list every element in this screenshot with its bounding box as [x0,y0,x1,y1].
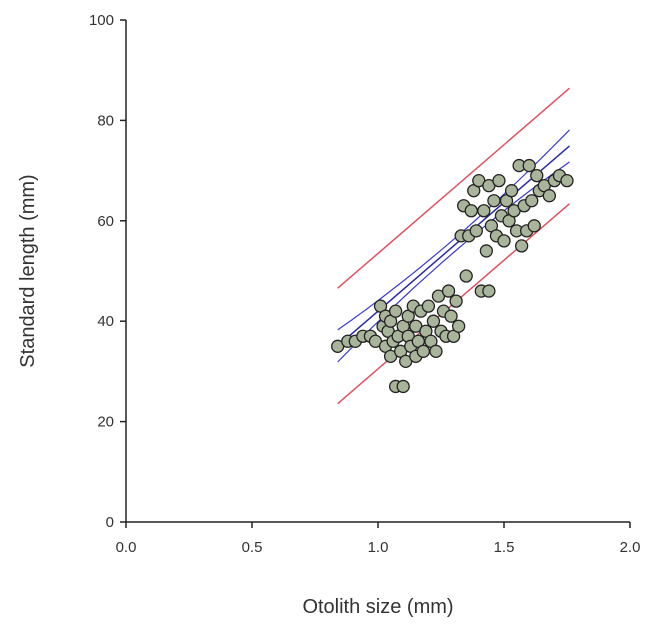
data-point [441,284,456,298]
data-point [464,204,478,218]
data-point [451,319,466,333]
data-point [492,173,506,188]
data-point [469,224,483,238]
bands [337,87,571,405]
data-point [487,194,501,208]
lower-confidence-line [337,161,570,363]
y-axis-title: Standard length (mm) [17,174,39,367]
x-tick-label: 1.0 [368,539,389,556]
data-point [477,204,491,218]
data-point [527,219,541,233]
data-point [479,244,494,258]
data-point [429,344,443,358]
x-tick-label: 2.0 [620,539,641,556]
data-point [514,239,529,253]
data-point [388,304,403,318]
y-tick-label: 60 [97,213,114,230]
data-point [396,379,410,394]
data-point [497,234,511,248]
y-tick-label: 0 [106,514,114,531]
data-point [525,194,539,208]
x-axis-title: Otolith size (mm) [302,596,453,618]
data-point [542,189,557,203]
data-point [560,173,574,188]
y-tick-label: 100 [89,12,114,29]
data-point [530,168,544,183]
data-point [482,284,496,298]
y-tick-label: 80 [97,112,114,129]
y-tick-label: 20 [97,414,114,431]
upper-prediction-line [337,87,571,289]
x-tick-label: 0.5 [242,539,263,556]
data-point [426,314,441,328]
regression-line [337,145,571,347]
data-point [416,344,431,358]
data-points [331,158,574,394]
x-tick-label: 1.5 [494,539,515,556]
y-ticks: 0 20 40 60 80 100 [89,12,126,531]
data-point [522,158,536,173]
x-tick-label: 0.0 [116,539,137,556]
y-tick-label: 40 [97,313,114,330]
axes [125,20,630,523]
data-point [449,294,463,308]
data-point [421,299,436,313]
data-point [504,184,519,198]
data-point [444,309,458,323]
data-point [459,269,473,283]
x-ticks: 0.0 0.5 1.0 1.5 2.0 [116,522,641,556]
